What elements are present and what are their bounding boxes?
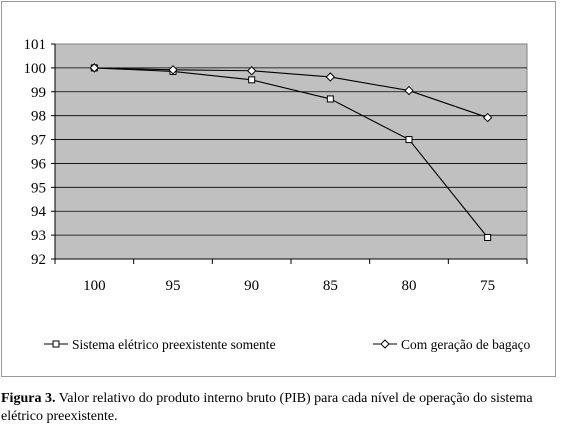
data-point-diamond	[380, 339, 390, 349]
data-point-diamond	[89, 63, 100, 73]
data-point-diamond	[246, 66, 257, 76]
y-tick-label: 97	[31, 133, 47, 149]
data-point-diamond	[168, 65, 178, 75]
data-point-square	[405, 136, 413, 144]
y-tick-label: 101	[24, 37, 47, 53]
data-point-diamond	[325, 72, 336, 82]
y-tick-label: 99	[31, 85, 46, 101]
x-tick-label: 80	[402, 278, 417, 294]
series-line-1	[94, 67, 489, 238]
y-tick-label: 94	[31, 204, 47, 220]
x-tick-label: 75	[480, 278, 495, 294]
y-tick-label: 93	[31, 228, 46, 244]
y-tick-label: 98	[31, 109, 46, 125]
x-tick-label: 95	[166, 278, 181, 294]
data-point-diamond	[404, 85, 414, 96]
caption-text: Valor relativo do produto interno bruto …	[1, 391, 533, 424]
legend-label: Com geração de bagaço	[401, 337, 531, 352]
data-point-square	[326, 95, 334, 103]
legend-label: Sistema elétrico preexistente somente	[72, 337, 276, 352]
data-point-square	[248, 76, 256, 84]
x-tick-label: 100	[83, 278, 106, 294]
data-point-square	[484, 234, 492, 241]
figure-caption: Figura 3. Valor relativo do produto inte…	[1, 390, 563, 426]
plot-area	[54, 43, 528, 260]
caption-label: Figura 3.	[1, 391, 56, 406]
y-tick-label: 92	[31, 252, 46, 268]
y-tick-label: 96	[31, 156, 47, 172]
data-point-diamond	[482, 112, 493, 123]
y-tick-label: 95	[31, 180, 46, 196]
line-chart: 92 93 94 95 96 97 98 99 100 101 100 95 90 85 80 75 Sist…	[24, 37, 531, 352]
x-tick-label: 85	[323, 278, 338, 294]
data-point-square	[52, 340, 60, 348]
y-tick-label: 100	[24, 61, 47, 77]
chart-frame: 92 93 94 95 96 97 98 99 100 101 100 95 90 85 80 75 Sist…	[1, 1, 556, 377]
x-tick-label: 90	[244, 278, 259, 294]
series-line-2	[94, 67, 488, 119]
